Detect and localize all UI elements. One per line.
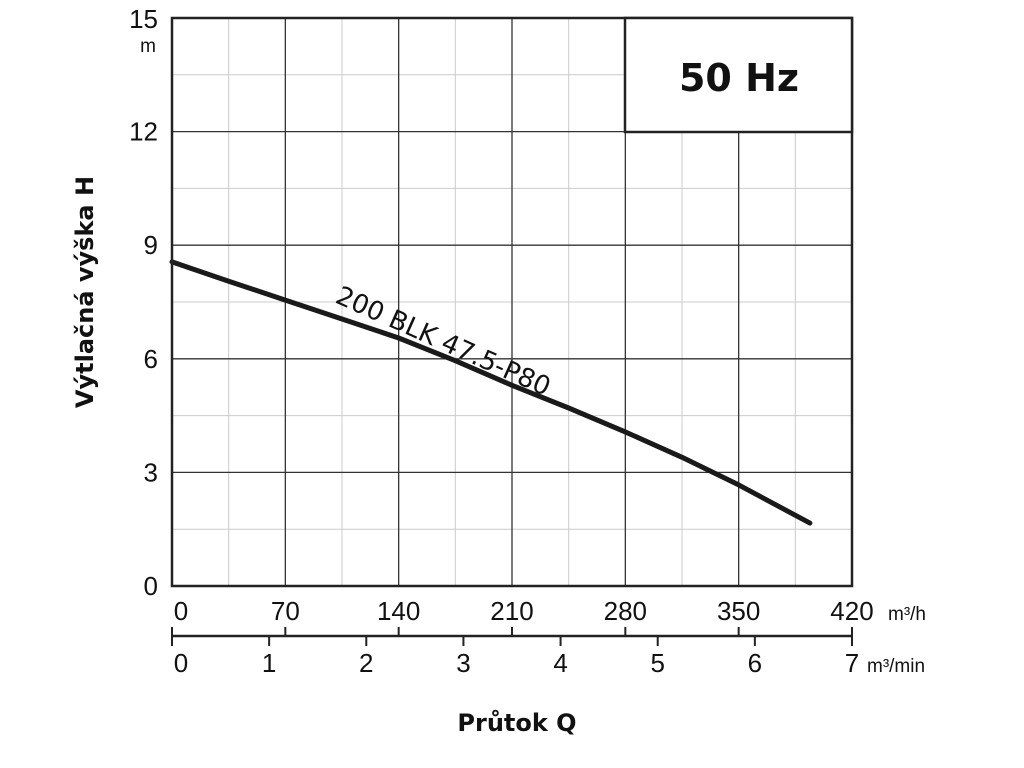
y-tick-label: 15 <box>129 4 158 34</box>
x-tick-label: 0 <box>174 596 188 626</box>
y-axis-title: Výtlačná výška H <box>71 176 99 408</box>
y-tick-label: 3 <box>144 457 158 487</box>
x-tick-label: 420 <box>830 596 873 626</box>
y-unit: m <box>140 36 156 57</box>
frequency-badge-text: 50 Hz <box>679 56 799 100</box>
y-tick-label: 9 <box>144 230 158 260</box>
y-tick-label: 0 <box>144 571 158 601</box>
x-unit: m³/h <box>888 604 926 625</box>
series-label: 200 BLK 47.5-P80 <box>331 281 555 403</box>
frequency-badge: 50 Hz <box>623 16 854 134</box>
curve-layer <box>169 259 813 526</box>
x2-tick-label: 2 <box>359 648 373 678</box>
y-tick-label: 12 <box>129 117 158 147</box>
pump-curve-line <box>169 259 813 526</box>
y-tick-labels: 0 3 6 9 12 15 <box>129 4 158 601</box>
x2-tick-label: 0 <box>174 648 188 678</box>
x2-tick-label: 1 <box>262 648 276 678</box>
x-tick-label: 280 <box>604 596 647 626</box>
x2-tick-label: 5 <box>650 648 664 678</box>
x-tick-label: 70 <box>271 596 300 626</box>
x-tick-label: 350 <box>717 596 760 626</box>
x2-unit: m³/min <box>867 656 925 677</box>
x2-tick-label: 3 <box>456 648 470 678</box>
x2-tick-label: 7 <box>845 648 859 678</box>
x-tick-label: 210 <box>490 596 533 626</box>
x2-tick-label: 4 <box>553 648 567 678</box>
y-tick-label: 6 <box>144 344 158 374</box>
x-axis-title: Průtok Q <box>457 709 576 737</box>
x2-tick-labels: 0 1 2 3 4 5 6 7 <box>171 636 859 678</box>
x-tick-label: 140 <box>377 596 420 626</box>
plot-frame <box>170 16 854 588</box>
x-tick-labels: 0 70 140 210 280 350 420 <box>171 596 874 636</box>
x2-tick-label: 6 <box>748 648 762 678</box>
